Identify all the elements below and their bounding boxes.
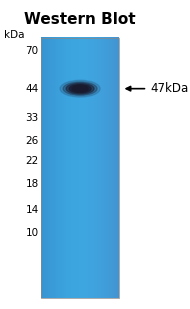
Ellipse shape xyxy=(66,83,94,94)
Text: Western Blot: Western Blot xyxy=(24,12,136,27)
Text: 44: 44 xyxy=(25,84,39,94)
Text: 47kDa: 47kDa xyxy=(150,82,188,95)
Text: 26: 26 xyxy=(25,136,39,146)
Text: 70: 70 xyxy=(25,46,39,56)
Text: 22: 22 xyxy=(25,156,39,166)
Ellipse shape xyxy=(75,86,85,91)
Ellipse shape xyxy=(69,84,91,93)
Text: 10: 10 xyxy=(25,228,39,238)
Ellipse shape xyxy=(60,80,100,97)
Text: 33: 33 xyxy=(25,113,39,123)
Text: kDa: kDa xyxy=(4,31,25,40)
Text: 18: 18 xyxy=(25,179,39,188)
Bar xyxy=(41,38,119,298)
Ellipse shape xyxy=(63,82,97,95)
Ellipse shape xyxy=(72,86,88,92)
Text: 14: 14 xyxy=(25,205,39,215)
